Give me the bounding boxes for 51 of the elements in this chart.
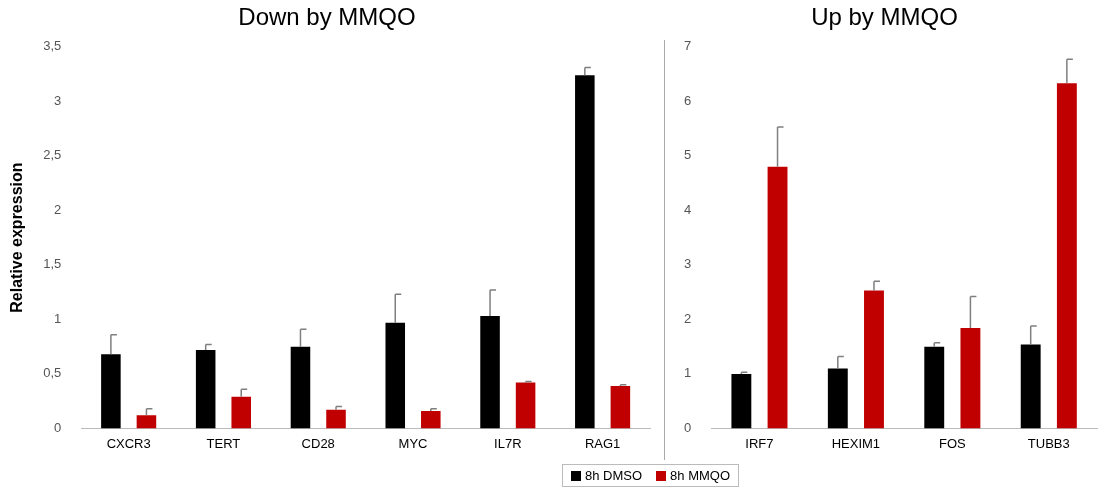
x-tick-label: MYC [398,435,428,451]
bar [1020,344,1041,429]
y-tick-label: 2,5 [43,147,62,163]
bar [575,75,595,429]
bar [385,322,406,429]
y-tick-label: 3 [684,256,692,272]
x-tick-label: FOS [938,435,967,451]
x-tick-label: CXCR3 [106,435,151,451]
bar [231,396,251,429]
y-tick-label: 0,5 [43,365,62,381]
y-tick-label: 3 [54,92,62,108]
y-tick-label: 5 [684,147,692,163]
bar [864,290,884,429]
bar [480,316,500,429]
x-tick-label: HEXIM1 [831,435,881,451]
y-axis-title: Relative expression [8,162,26,313]
x-tick-label: TERT [206,435,241,451]
y-tick-label: 0 [684,419,692,435]
legend-label: 8h MMQO [670,468,731,483]
bar [827,368,848,429]
y-tick-label: 2 [54,201,62,217]
y-tick-label: 0 [54,419,62,435]
y-tick-label: 3,5 [43,38,62,54]
y-tick-label: 2 [684,310,692,326]
x-tick-label: TUBB3 [1027,435,1070,451]
chart-title: Down by MMQO [238,3,416,31]
x-tick-label: IRF7 [745,435,774,451]
bar [326,409,346,429]
bar [731,373,752,429]
y-tick-label: 1,5 [43,256,62,272]
y-tick-label: 7 [684,38,692,54]
x-tick-label: CD28 [301,435,335,451]
bar [1056,83,1077,429]
y-tick-label: 6 [684,92,692,108]
bar [421,410,441,429]
bar [515,382,536,429]
chart-title: Up by MMQO [811,3,958,31]
x-tick-label: IL7R [494,435,522,451]
bar [924,346,945,429]
y-tick-label: 4 [684,201,692,217]
bar [960,328,981,429]
bar [610,385,631,429]
y-tick-label: 1 [54,310,62,326]
bar [195,349,216,429]
bar [290,346,311,429]
bar [136,415,157,429]
y-tick-label: 1 [684,365,692,381]
bar [101,354,121,429]
legend-label: 8h DMSO [585,468,643,483]
x-tick-label: RAG1 [584,435,621,451]
bar [767,166,788,429]
